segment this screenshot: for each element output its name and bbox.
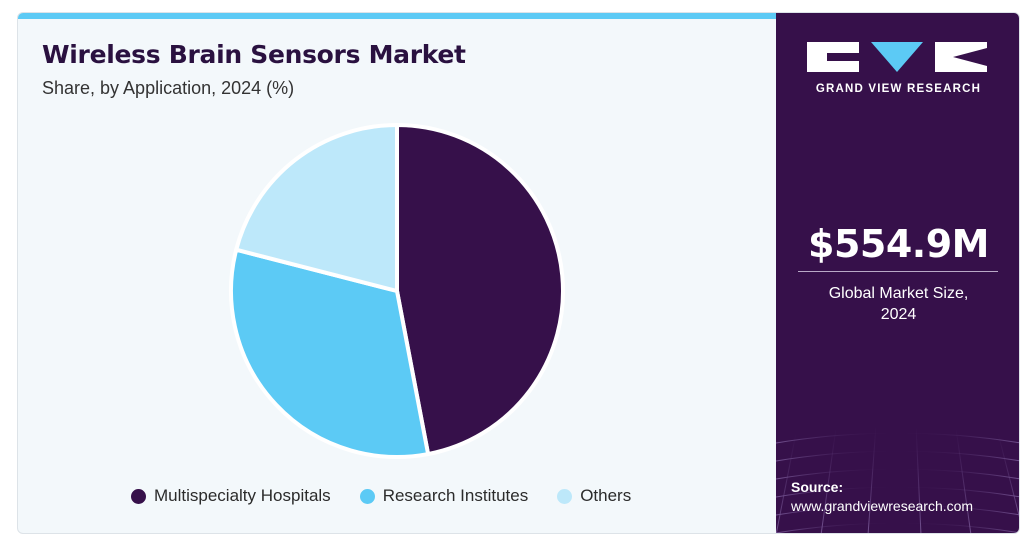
wireframe-grid-graphic: [776, 424, 1019, 533]
pie-slice-research-institutes: [229, 247, 431, 459]
legend: Multispecialty Hospitals Research Instit…: [131, 486, 660, 506]
brand-name: GRAND VIEW RESEARCH: [815, 83, 982, 95]
chart-title: Wireless Brain Sensors Market: [42, 40, 466, 69]
infographic-card: Wireless Brain Sensors Market Share, by …: [17, 12, 1020, 534]
divider: [798, 271, 998, 272]
legend-label: Research Institutes: [382, 486, 529, 505]
pie-slice-others: [234, 123, 399, 293]
caption-line: 2024: [880, 306, 917, 323]
source-url: www.grandviewresearch.com: [791, 498, 974, 514]
legend-swatch: [131, 488, 146, 504]
legend-swatch: [557, 488, 573, 504]
market-size-panel: GRAND VIEW RESEARCH $554.9M Global Marke…: [776, 13, 1019, 533]
market-size-value: $554.9M: [808, 222, 989, 266]
legend-label: Others: [580, 486, 632, 505]
legend-swatch: [359, 488, 375, 504]
legend-label: Multispecialty Hospitals: [154, 486, 331, 505]
pie-slice-multispecialty-hospitals: [395, 123, 565, 457]
pie-chart: [229, 123, 565, 459]
grand-view-research-logo: [807, 42, 987, 72]
accent-bar: [18, 13, 776, 19]
legend-item-multispecialty-hospitals: Multispecialty Hospitals: [131, 486, 331, 506]
legend-item-research-institutes: Research Institutes: [359, 486, 529, 506]
source-label: Source:: [791, 479, 844, 495]
caption-line: Global Market Size,: [828, 285, 969, 302]
legend-item-others: Others: [557, 486, 631, 506]
market-size-caption: Global Market Size, 2024: [776, 283, 1019, 325]
chart-panel: Wireless Brain Sensors Market Share, by …: [18, 13, 776, 533]
chart-subtitle: Share, by Application, 2024 (%): [42, 78, 295, 98]
